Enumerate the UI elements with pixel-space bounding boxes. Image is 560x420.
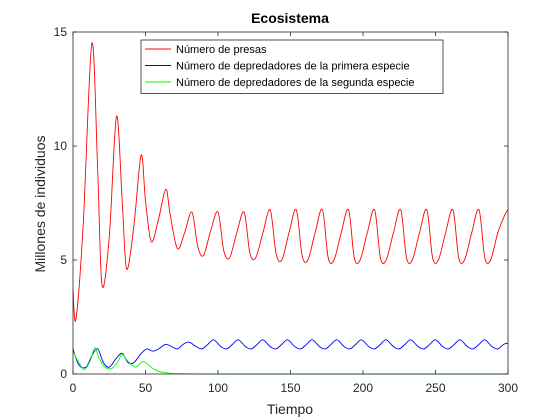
legend-label-1: Número de presas xyxy=(176,44,267,56)
x-tick-label: 0 xyxy=(70,381,77,395)
chart-title: Ecosistema xyxy=(251,10,329,26)
legend-box xyxy=(140,39,444,94)
x-tick-label: 50 xyxy=(139,381,153,395)
legend-label-2: Número de depredadores de la primera esp… xyxy=(176,61,410,73)
y-axis-label: Millones de individuos xyxy=(32,136,48,273)
x-tick-label: 100 xyxy=(208,381,228,395)
y-tick-label: 5 xyxy=(60,253,67,267)
legend: Número de presas Número de depredadores d… xyxy=(140,39,444,94)
y-tick-label: 15 xyxy=(54,25,68,39)
x-axis-label: Tiempo xyxy=(267,401,313,417)
x-tick-label: 150 xyxy=(280,381,300,395)
axes-layer: 0 50 100 150 200 250 300 0 5 10 15 xyxy=(54,25,519,395)
x-tick-label: 200 xyxy=(353,381,373,395)
x-tick-label: 300 xyxy=(498,381,518,395)
y-tick-label: 10 xyxy=(54,139,68,153)
series-line-1 xyxy=(72,42,509,322)
x-tick-label: 250 xyxy=(425,381,445,395)
y-tick-label: 0 xyxy=(60,367,67,381)
legend-label-3: Número de depredadores de la segunda esp… xyxy=(176,77,415,89)
series-line-2 xyxy=(72,339,509,369)
